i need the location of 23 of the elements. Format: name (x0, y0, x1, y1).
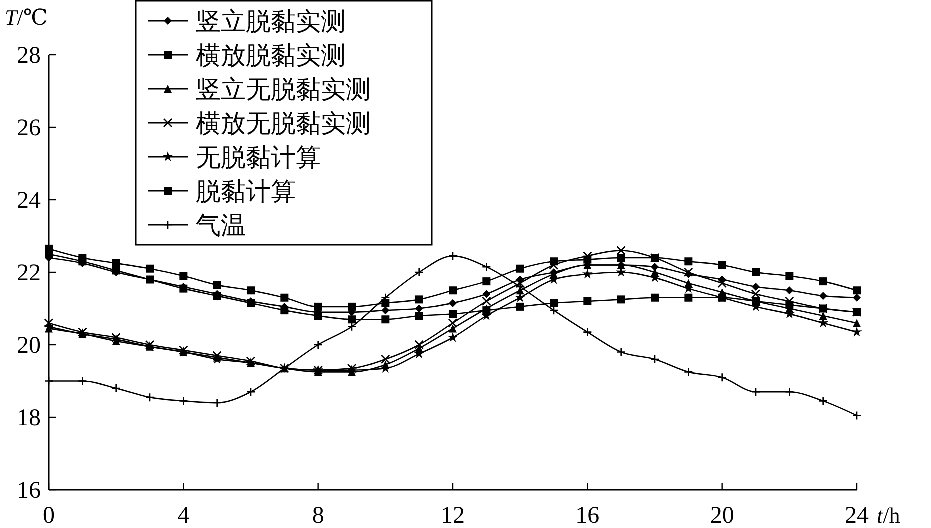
legend-label: 脱黏计算 (196, 179, 296, 206)
x-tick-label: 16 (576, 503, 600, 528)
legend-label: 无脱黏计算 (196, 145, 321, 172)
legend-label: 横放脱黏实测 (196, 42, 346, 70)
y-tick-label: 28 (17, 43, 41, 69)
legend-label: 竖立脱黏实测 (196, 8, 346, 36)
x-tick-label: 24 (845, 503, 869, 528)
y-tick-label: 22 (17, 260, 41, 286)
legend-label: 横放无脱黏实测 (196, 110, 371, 138)
legend-label: 竖立无脱黏实测 (196, 76, 371, 104)
x-tick-label: 0 (43, 503, 55, 528)
y-tick-label: 24 (17, 188, 41, 214)
y-tick-label: 26 (17, 116, 41, 142)
y-axis-title: T/℃ (5, 5, 48, 30)
x-tick-label: 20 (710, 503, 734, 528)
y-tick-label: 20 (17, 333, 41, 359)
x-tick-label: 4 (178, 503, 190, 528)
legend-label: 气温 (196, 213, 246, 240)
y-tick-label: 16 (17, 478, 41, 504)
x-axis-title: t/h (877, 503, 900, 528)
x-tick-label: 12 (441, 503, 465, 528)
y-tick-label: 18 (17, 406, 41, 432)
x-tick-label: 8 (312, 503, 324, 528)
